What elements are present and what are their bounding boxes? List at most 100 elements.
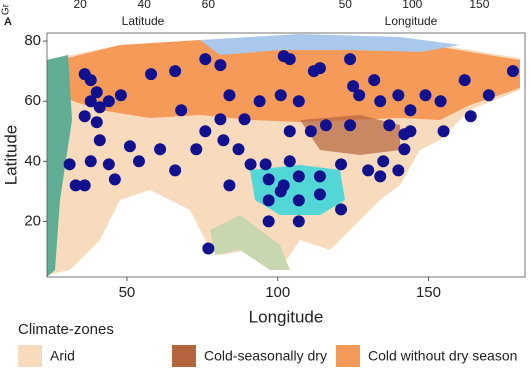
point [392,164,405,177]
point [84,155,97,168]
point [262,215,275,228]
point [313,188,326,201]
plot-frame [46,32,526,278]
point [78,179,91,192]
point [377,155,390,168]
point [93,101,106,114]
point [102,95,115,108]
point [214,113,227,126]
point [262,173,275,186]
point [108,173,121,186]
land-south [210,215,290,270]
point [114,89,127,102]
point [404,104,417,117]
point [304,125,317,138]
y-tick-label: 40 [24,152,41,169]
legend-swatch [18,345,42,367]
point [199,53,212,66]
legend-swatch [172,345,196,367]
point [90,116,103,129]
strip-tick-label: 20 [73,0,87,11]
point [78,110,91,123]
point [283,125,296,138]
point [63,158,76,171]
point [190,143,203,156]
point [238,113,251,126]
point [154,143,167,156]
cut-label: Gr [1,3,12,15]
x-tick-label: 150 [416,284,441,301]
point [253,95,266,108]
point [69,179,82,192]
point [102,158,115,171]
legend-title: Climate-zones [18,321,114,338]
x-axis-label: Longitude [249,307,324,326]
point [335,203,348,216]
point [344,119,357,132]
point [90,86,103,99]
point [199,125,212,138]
point [84,95,97,108]
point [319,119,332,132]
point [132,155,145,168]
strip-tick-label: 50 [339,0,353,11]
point [344,53,357,66]
point [283,155,296,168]
y-tick-label: 80 [24,32,41,49]
point [259,158,272,171]
point [217,134,230,147]
point [506,65,519,78]
point [419,89,432,102]
point [374,95,387,108]
point [232,143,245,156]
strip-tick-label: 100 [402,0,422,11]
land-cold [60,38,520,122]
legend-label: Arid [50,348,75,364]
point [262,194,275,207]
panel-label: A [4,16,12,28]
point [464,110,477,123]
strip-label: Latitude [122,14,165,28]
strip-label: Longitude [385,14,438,28]
land-green [47,55,72,277]
point [434,95,447,108]
land-tundra [200,34,460,55]
point [175,104,188,117]
point [353,89,366,102]
point [214,59,227,72]
point [383,119,396,132]
y-tick-label: 20 [24,212,41,229]
legend-swatch [336,345,360,367]
point [398,128,411,141]
point [223,89,236,102]
point [398,143,411,156]
point [392,89,405,102]
point [277,50,290,63]
point [362,164,375,177]
point [292,95,305,108]
y-tick-label: 60 [24,92,41,109]
map-background [47,33,525,277]
legend-label: Cold without dry season [368,348,517,364]
point [347,80,360,93]
x-tick-label: 100 [265,284,290,301]
point [274,89,287,102]
point [313,170,326,183]
point [458,74,471,87]
point [313,62,326,75]
strip-tick-label: 150 [469,0,489,11]
point [335,158,348,171]
point [145,68,158,81]
point [292,194,305,207]
strip-tick-label: 40 [138,0,152,11]
point [169,164,182,177]
point [84,74,97,87]
point [292,215,305,228]
point [169,65,182,78]
point [482,89,495,102]
point [374,170,387,183]
point [123,140,136,153]
legend-label: Cold-seasonally dry [204,348,327,364]
y-axis-label: Latitude [1,125,20,186]
